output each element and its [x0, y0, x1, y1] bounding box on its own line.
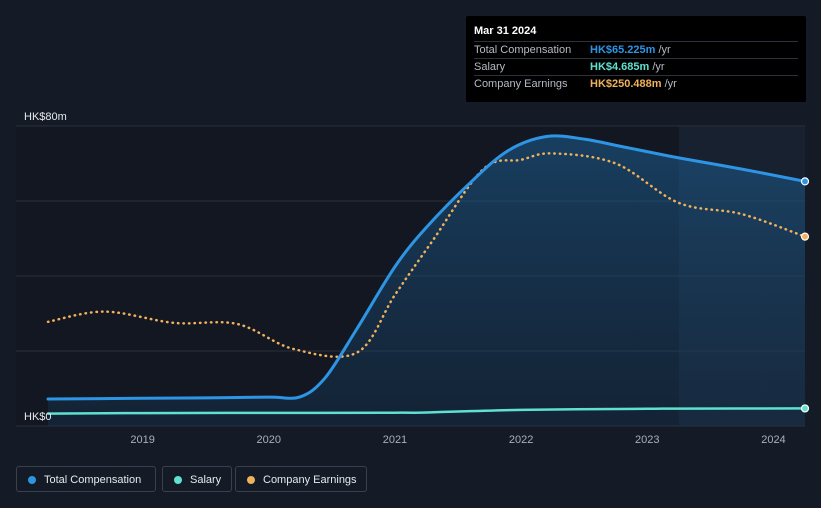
area-total-compensation: [48, 135, 805, 426]
legend-label: Total Compensation: [44, 474, 142, 486]
series-areas: [48, 135, 805, 426]
tooltip-row-total-compensation: Total Compensation HK$65.225m/yr: [474, 41, 798, 59]
tooltip-value: HK$250.488m/yr: [590, 78, 677, 90]
legend-label: Salary: [190, 474, 222, 486]
tooltip-date: Mar 31 2024: [474, 25, 537, 37]
legend-item-total-compensation[interactable]: Total Compensation: [16, 466, 156, 492]
end-marker-salary: [800, 404, 810, 413]
y-axis-labels: HK$0 HK$80m: [24, 111, 67, 423]
legend-dot-icon: [247, 476, 255, 484]
line-total-compensation: [46, 134, 807, 401]
x-tick-label: 2021: [383, 434, 407, 446]
tooltip-value: HK$65.225m/yr: [590, 44, 671, 56]
tooltip-label: Company Earnings: [474, 78, 568, 90]
legend-label: Company Earnings: [263, 474, 357, 486]
tooltip-row-company-earnings: Company Earnings HK$250.488m/yr: [474, 75, 798, 93]
end-marker-company-earnings: [800, 232, 810, 241]
legend-item-company-earnings[interactable]: Company Earnings: [235, 466, 367, 492]
legend-dot-icon: [174, 476, 182, 484]
tooltip-row-salary: Salary HK$4.685m/yr: [474, 58, 798, 76]
x-axis-labels: 2019 2020 2021 2022 2023 2024: [130, 434, 785, 446]
series-lines: [46, 134, 807, 415]
series-end-markers: [800, 177, 810, 413]
tooltip-label: Total Compensation: [474, 44, 572, 56]
tooltip-label: Salary: [474, 61, 506, 73]
tooltip: Mar 31 2024 Total Compensation HK$65.225…: [466, 16, 806, 102]
x-tick-label: 2024: [761, 434, 785, 446]
legend-item-salary[interactable]: Salary: [162, 466, 232, 492]
x-tick-label: 2020: [257, 434, 281, 446]
y-tick-label: HK$80m: [24, 111, 67, 123]
x-tick-label: 2022: [509, 434, 533, 446]
line-salary: [46, 407, 807, 415]
y-tick-label: HK$0: [24, 411, 52, 423]
x-tick-label: 2019: [130, 434, 154, 446]
tooltip-value: HK$4.685m/yr: [590, 61, 665, 73]
legend-dot-icon: [28, 476, 36, 484]
x-tick-label: 2023: [635, 434, 659, 446]
end-marker-total-compensation: [800, 177, 810, 186]
